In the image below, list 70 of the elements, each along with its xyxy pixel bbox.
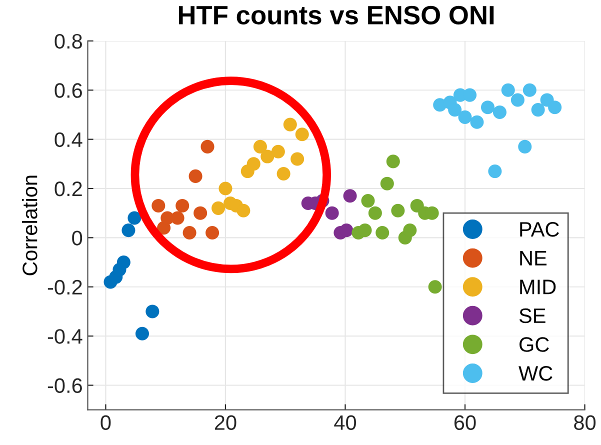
point xyxy=(340,224,354,238)
legend-label: MID xyxy=(520,280,556,294)
y-axis-title: Correlation xyxy=(22,176,38,276)
point xyxy=(128,211,142,225)
point xyxy=(283,118,297,132)
point xyxy=(152,198,166,212)
point xyxy=(343,189,357,203)
point xyxy=(510,93,524,107)
legend-label: GC xyxy=(520,337,549,352)
point xyxy=(212,201,226,215)
y-tick-label: -0.6 xyxy=(48,378,82,394)
point xyxy=(135,326,150,340)
point xyxy=(271,144,285,158)
point xyxy=(380,176,394,190)
point xyxy=(548,100,562,114)
point xyxy=(200,140,214,154)
point xyxy=(428,280,442,294)
point xyxy=(448,103,462,117)
point xyxy=(358,224,372,238)
y-tick-label: 0.8 xyxy=(54,34,82,49)
x-tick-label: 0 xyxy=(100,415,111,430)
y-tick-label: -0.4 xyxy=(48,329,82,344)
point xyxy=(391,204,405,218)
y-tick-label: 0.2 xyxy=(54,182,82,196)
y-tick-label: 0.6 xyxy=(54,83,82,98)
point xyxy=(295,128,309,142)
point xyxy=(206,226,220,240)
legend-label: SE xyxy=(519,308,546,324)
point xyxy=(122,224,136,238)
point xyxy=(522,83,536,97)
point xyxy=(290,152,304,166)
point xyxy=(531,103,545,117)
point xyxy=(488,164,502,178)
point xyxy=(325,206,339,220)
point xyxy=(112,262,126,276)
point xyxy=(480,100,495,114)
point xyxy=(470,115,484,129)
legend-label: PAC xyxy=(520,222,559,237)
legend-label: WC xyxy=(518,366,552,381)
point xyxy=(182,226,196,240)
point xyxy=(260,150,274,164)
point xyxy=(253,140,267,154)
x-tick-label: 40 xyxy=(334,415,356,430)
point xyxy=(376,226,390,240)
chart-title: HTF counts vs ENSO ONI xyxy=(178,6,494,25)
legend-label: NE xyxy=(520,251,547,266)
point xyxy=(458,110,472,124)
point xyxy=(501,83,515,97)
point xyxy=(218,182,232,196)
point xyxy=(518,140,532,154)
point xyxy=(246,157,260,171)
x-tick-label: 80 xyxy=(574,415,596,430)
y-tick-label: 0.4 xyxy=(54,132,82,148)
point xyxy=(492,105,507,120)
point xyxy=(236,204,250,218)
point xyxy=(403,224,417,238)
x-tick-label: 20 xyxy=(214,415,236,430)
y-tick-label: 0 xyxy=(72,230,82,246)
point xyxy=(194,206,208,220)
point xyxy=(463,88,477,102)
point xyxy=(386,154,400,168)
point xyxy=(170,211,184,225)
point xyxy=(276,166,290,181)
point xyxy=(146,304,160,318)
y-tick-label: -0.2 xyxy=(48,280,82,295)
point xyxy=(188,169,202,183)
point xyxy=(361,194,375,208)
point xyxy=(368,206,382,220)
x-tick-label: 60 xyxy=(454,415,476,430)
point xyxy=(176,198,190,212)
